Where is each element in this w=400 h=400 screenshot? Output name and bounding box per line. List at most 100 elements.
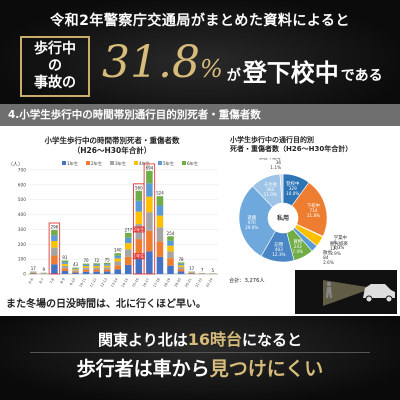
bar-segment: [103, 267, 111, 270]
bar-value-label: 72: [94, 258, 100, 263]
pie-chart-subtitle: （H26～H30年合計）: [279, 145, 353, 153]
bar-segment: [82, 271, 90, 274]
highlight-box: [143, 163, 156, 275]
slice-percent: 1.1%: [270, 165, 281, 170]
bar-segment: [82, 263, 90, 265]
pie-slice: [238, 185, 276, 257]
highlight-tag: [132, 226, 145, 233]
bar-segment: [72, 272, 79, 274]
x-tick-label: 14-15: [121, 278, 129, 289]
bar-segment: [188, 273, 195, 274]
bar-chart-title-text: 小学生歩行中の時間帯別死者・重傷者数: [44, 136, 180, 145]
footer-line2-b: 見つけにくい: [209, 358, 324, 380]
bar-value-label: 296: [51, 225, 59, 230]
bar-segment: [167, 236, 174, 241]
footer-line2: 歩行者は車から見つけにくい: [0, 354, 400, 381]
pie-hole: [268, 203, 298, 233]
legend-label: 5年生: [163, 160, 174, 167]
bar-segment: [61, 260, 69, 263]
pie-chart-title-line2-text: 死者・重傷者数: [230, 145, 279, 153]
bar-value-label: 560: [135, 185, 143, 190]
bar-segment: [177, 271, 185, 274]
y-tick-label: 500: [18, 197, 26, 203]
slice-percent: 10.0%: [286, 191, 299, 196]
bar-segment: [93, 269, 100, 272]
bar-segment: [114, 265, 121, 270]
boxed-label-line2: 事故の: [34, 74, 76, 91]
bar-segment: [103, 269, 111, 272]
tokou-text: 登下校中: [242, 58, 339, 87]
big-value: 31.8: [102, 37, 200, 88]
bar-segment: [51, 230, 58, 236]
x-tick-label: 22-24: [205, 278, 213, 289]
slice-label: 学業中: [334, 234, 347, 241]
bar-segment: [156, 256, 164, 274]
footer-line2-a: 歩行者は車から: [76, 358, 210, 380]
bar-segment: [146, 196, 153, 213]
x-tick-label: 10-11: [79, 278, 87, 289]
highlight-box: [48, 222, 61, 275]
x-tick-label: 9-10: [69, 278, 76, 287]
slice-percent: 12.3%: [272, 252, 285, 257]
bar-segment: [93, 265, 100, 268]
car-wheel-icon: [365, 295, 373, 303]
legend-swatch: [62, 161, 66, 165]
slice-value: 9: [334, 240, 337, 245]
slice-value: 243: [294, 244, 302, 249]
bar-segment: [82, 267, 90, 270]
bar-segment: [125, 256, 132, 265]
slice-percent: 29.6%: [245, 225, 258, 230]
section-title: 4.小学生歩行中の時間帯別通行目的別死者・重傷者数: [0, 104, 400, 126]
bar-segment: [146, 230, 153, 252]
bar-segment: [82, 264, 90, 267]
footer-divider: [30, 352, 370, 353]
x-tick-label: 16-17: [142, 278, 150, 289]
slice-percent: 7.4%: [292, 249, 303, 254]
bar-segment: [72, 270, 79, 272]
pie-chart-title-line1: 小学生歩行中の通行目的別: [230, 136, 314, 144]
bar-value-label: 140: [114, 248, 122, 253]
slice-value: 970: [248, 220, 256, 225]
bar-segment: [125, 232, 132, 238]
x-tick-label: 13-14: [110, 278, 118, 289]
legend-swatch: [86, 161, 90, 165]
x-tick-label: 19-20: [174, 278, 182, 289]
y-tick-label: 400: [18, 212, 26, 218]
bar-value-label: 70: [84, 258, 90, 263]
bar-segment: [82, 266, 90, 268]
bar-segment: [177, 265, 185, 268]
bar-segment: [30, 272, 37, 274]
y-axis-label: （人）: [8, 162, 23, 168]
slice-percent: 21.8%: [307, 213, 320, 218]
bar-value-label: 7: [201, 267, 204, 272]
header-headline: 歩行中の 事故の 31.8% が 登下校中 である: [20, 35, 383, 97]
slice-value: 361: [266, 187, 274, 192]
bar-segment: [146, 170, 153, 184]
x-tick-label: 7-8: [49, 278, 55, 285]
footer-line1-b: 16時台: [187, 330, 242, 349]
bar-segment: [61, 262, 69, 264]
slice-label: 散歩: [323, 249, 332, 256]
header-source-text: 令和2年警察庁交通局がまとめた資料によると: [50, 13, 350, 29]
particle-ga: が: [226, 68, 241, 84]
bar-chart-subtitle: （H26～H30年合計）: [72, 146, 152, 155]
bar-segment: [114, 253, 121, 256]
bar-segment: [103, 264, 111, 266]
bar-value-label: 5: [211, 268, 214, 273]
pie-chart-title: 小学生歩行中の通行目的別 死者・重傷者数（H26～H30年合計）: [230, 136, 400, 154]
bar-segment: [167, 251, 174, 259]
legend-swatch: [134, 161, 138, 165]
bar-segment: [156, 196, 164, 206]
slice-label: 調査不能等: [259, 158, 282, 161]
bar-segment: [51, 247, 58, 256]
y-tick-label: 300: [18, 227, 26, 233]
boxed-label: 歩行中の 事故の: [20, 35, 90, 97]
dearu-text: である: [340, 68, 383, 84]
big-unit: %: [199, 55, 223, 83]
bar-segment: [93, 263, 100, 265]
slice-percent: 3.9%: [330, 251, 341, 256]
bar-value-label: 277: [124, 227, 132, 232]
x-tick-label: 20-21: [184, 278, 192, 289]
bar-value-label: 254: [167, 231, 175, 236]
highlight-tag: [132, 253, 145, 260]
